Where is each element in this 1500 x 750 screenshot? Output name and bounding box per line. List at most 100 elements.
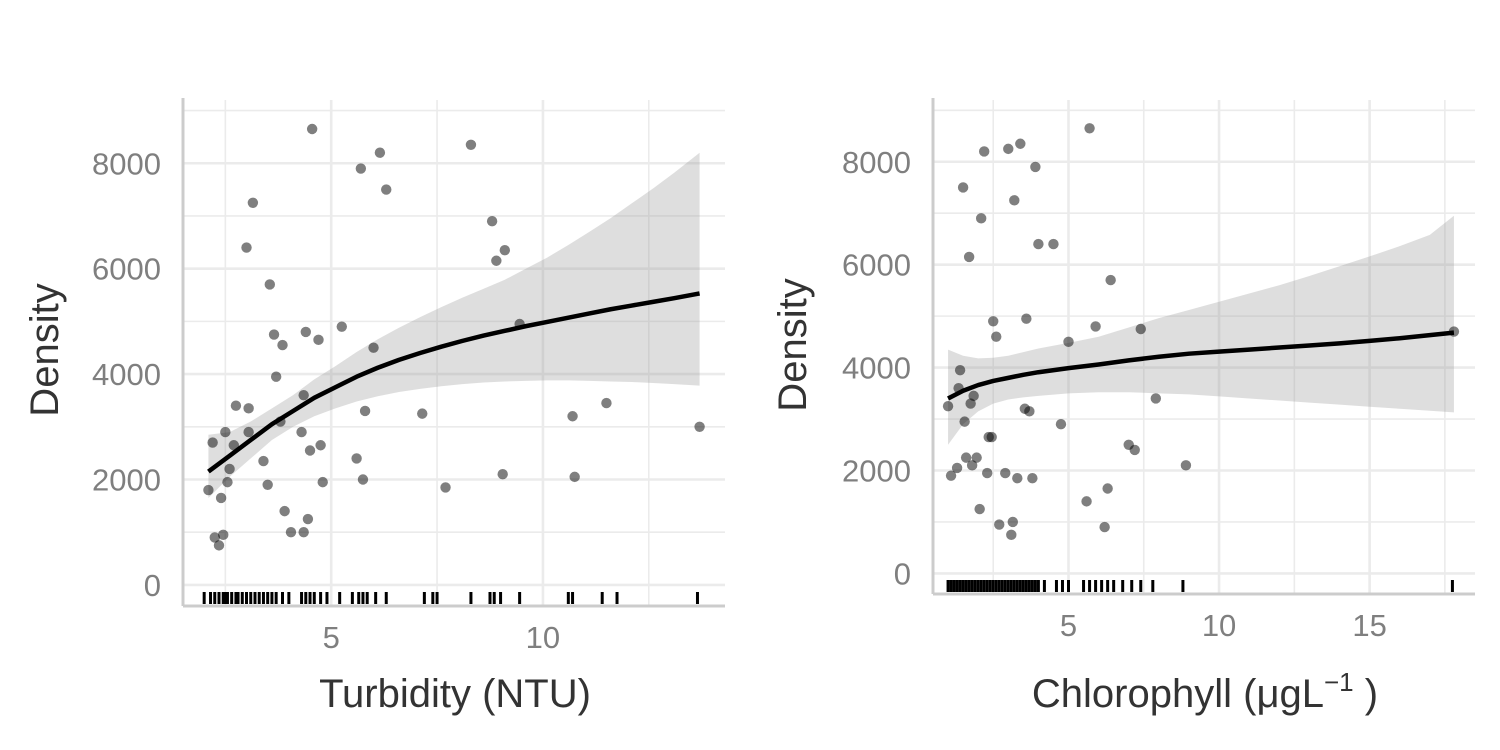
- y-axis-title: Density: [771, 278, 815, 411]
- data-point: [966, 460, 978, 471]
- data-point: [207, 437, 218, 448]
- rug-marks: [946, 580, 1454, 592]
- x-tick-label: 10: [526, 620, 560, 655]
- data-point: [355, 163, 367, 174]
- confidence-band: [208, 152, 700, 498]
- data-point: [374, 147, 386, 158]
- data-point: [368, 342, 379, 353]
- data-point: [298, 527, 309, 538]
- data-point: [247, 197, 259, 208]
- x-axis-title: Chlorophyll (μgL−1 ): [1032, 667, 1378, 716]
- data-point: [317, 476, 328, 488]
- data-point: [1033, 238, 1044, 250]
- data-point: [499, 245, 511, 256]
- data-point: [1021, 313, 1032, 324]
- data-point: [224, 463, 235, 475]
- data-point: [951, 462, 963, 474]
- data-point: [1081, 496, 1092, 507]
- data-point: [359, 405, 371, 417]
- data-point: [1055, 418, 1067, 430]
- data-point: [243, 426, 254, 438]
- x-axis-title-tail: ): [1354, 672, 1378, 716]
- chlorophyll-panel: 5 10 15 0 2000 4000 6000 8000 Chlorophyll (μgL…: [771, 98, 1475, 716]
- data-point: [213, 540, 225, 551]
- data-point: [486, 216, 498, 227]
- data-point: [963, 251, 975, 263]
- y-tick-label: 0: [144, 568, 161, 603]
- data-point: [975, 213, 987, 224]
- y-tick-label: 6000: [842, 248, 911, 283]
- x-axis-title-main: Chlorophyll (μgL: [1032, 672, 1324, 716]
- data-point: [209, 532, 220, 543]
- data-point: [1027, 473, 1038, 484]
- data-point: [203, 484, 214, 496]
- y-tick-labels: 0 2000 4000 6000 8000: [92, 146, 161, 603]
- data-point: [313, 334, 324, 346]
- confidence-band-layer: [208, 152, 700, 498]
- data-point: [465, 139, 477, 151]
- data-point: [304, 445, 316, 456]
- data-point: [264, 279, 276, 290]
- data-point: [277, 339, 288, 351]
- data-point: [296, 426, 307, 438]
- y-tick-label: 8000: [842, 145, 911, 180]
- data-point: [357, 474, 369, 485]
- data-point: [270, 371, 282, 382]
- x-tick-label: 5: [323, 620, 340, 655]
- data-point: [315, 440, 326, 451]
- data-point: [228, 440, 240, 451]
- data-point: [1084, 123, 1095, 134]
- data-point: [694, 421, 705, 432]
- data-point: [1150, 393, 1162, 404]
- data-point: [222, 476, 233, 488]
- data-point: [988, 316, 999, 327]
- grid-lines: [183, 100, 725, 606]
- data-point: [1099, 521, 1110, 533]
- data-point: [279, 505, 290, 517]
- data-point: [1012, 473, 1023, 484]
- data-point: [1090, 321, 1101, 332]
- data-point: [982, 467, 993, 479]
- data-point: [285, 527, 297, 538]
- data-point: [306, 123, 318, 135]
- data-point: [994, 519, 1005, 530]
- data-point: [1024, 406, 1035, 417]
- turbidity-panel: 5 10 0 2000 4000 6000 8000 Turbidity (NTU) De…: [23, 98, 725, 716]
- data-point: [1007, 516, 1018, 528]
- data-point: [220, 426, 231, 438]
- fit-line-layer: [207, 291, 701, 474]
- data-point: [991, 331, 1002, 342]
- x-tick-label: 5: [1060, 608, 1077, 643]
- data-point: [300, 326, 311, 338]
- data-point: [243, 403, 254, 414]
- data-point: [258, 455, 269, 467]
- data-point: [1009, 195, 1020, 206]
- y-tick-label: 4000: [842, 351, 911, 386]
- fit-line: [207, 291, 701, 474]
- data-point: [218, 529, 229, 541]
- data-point: [968, 390, 979, 402]
- y-tick-label: 6000: [92, 252, 161, 287]
- data-point: [960, 452, 972, 463]
- fit-line-layer: [947, 330, 1455, 401]
- data-point: [1105, 274, 1116, 286]
- x-tick-label: 15: [1352, 608, 1386, 643]
- data-point: [601, 397, 612, 409]
- y-tick-label: 2000: [842, 454, 911, 489]
- fit-line: [947, 330, 1455, 401]
- data-point: [1102, 483, 1113, 494]
- data-point: [1030, 161, 1041, 173]
- y-tick-label: 0: [894, 556, 911, 591]
- rug-marks: [202, 592, 699, 604]
- data-point: [569, 471, 580, 483]
- data-point: [381, 184, 392, 195]
- data-point: [440, 482, 451, 493]
- data-point: [230, 400, 242, 411]
- data-point: [1048, 238, 1059, 250]
- data-point: [1180, 460, 1192, 471]
- data-point: [986, 431, 997, 443]
- data-point: [1006, 529, 1017, 541]
- data-point: [262, 479, 273, 490]
- x-axis-title-superscript: −1: [1324, 667, 1354, 697]
